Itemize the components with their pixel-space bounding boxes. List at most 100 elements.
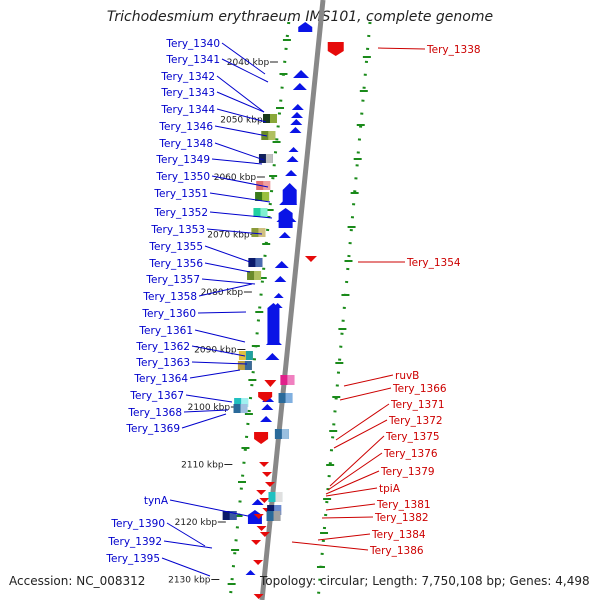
annotation-box-r3-half [275, 492, 283, 502]
left-gene-leader [189, 369, 241, 379]
left-gene-leader [204, 262, 251, 273]
reverse-gene-arrow-r3 [256, 490, 267, 495]
left-gene-label: Tery_1369 [125, 423, 180, 435]
left-gene-label: Tery_1351 [153, 188, 208, 200]
left-gene-leader [163, 540, 213, 549]
forward-gene-block-4 [298, 22, 313, 32]
left-gene-label: Tery_1346 [158, 121, 213, 133]
reverse-gene-arrow-r9 [251, 540, 262, 545]
right-gene-label: Tery_1338 [426, 44, 481, 56]
left-gene-label: Tery_1356 [148, 258, 203, 270]
right-gene-leader [377, 47, 426, 50]
left-gene-leader [211, 175, 269, 188]
left-gene-leader [214, 142, 265, 161]
scale-tick-label: 2110 kbp [181, 461, 224, 471]
forward-gene-arrow-15 [273, 293, 284, 298]
right-gene-label: Tery_1354 [406, 257, 461, 269]
right-gene-label: Tery_1375 [385, 431, 440, 443]
right-gene-leader [327, 452, 383, 491]
right-gene-leader [325, 470, 380, 495]
forward-gene-arrow-18 [265, 353, 280, 360]
reverse-gene-arrow-r6 [253, 514, 264, 519]
annotation-box-6-half [258, 228, 266, 237]
left-gene-leader [181, 413, 227, 429]
annotation-box-3-half [263, 181, 271, 190]
forward-gene-arrow-23 [245, 570, 256, 575]
reverse-gene-block-2 [258, 392, 273, 402]
forward-gene-block-3 [278, 208, 293, 228]
right-gene-label: Tery_1379 [380, 466, 435, 478]
left-gene-leader [216, 91, 265, 113]
left-gene-leader [183, 409, 229, 413]
left-gene-label: Tery_1348 [158, 138, 213, 150]
scale-tick-label: 2060 kbp [214, 173, 257, 183]
left-gene-label: Tery_1344 [160, 104, 215, 116]
annotation-box-4-half [262, 192, 270, 201]
left-gene-leader [198, 283, 253, 297]
left-gene-label: Tery_1343 [160, 87, 215, 99]
left-gene-label: Tery_1353 [150, 224, 205, 236]
left-gene-label: Tery_1350 [155, 171, 210, 183]
reverse-gene-arrow-r0 [259, 462, 270, 467]
left-gene-label: Tery_1362 [135, 341, 190, 353]
left-gene-leader [169, 499, 249, 517]
right-gene-label: Tery_1372 [388, 415, 443, 427]
forward-gene-block-5 [247, 510, 262, 524]
left-gene-label: Tery_1342 [160, 71, 215, 83]
forward-gene-arrow-13 [274, 261, 289, 268]
forward-gene-arrow-7 [286, 156, 299, 162]
left-gene-leader [161, 557, 211, 577]
annotation-box-11-half [241, 398, 249, 407]
left-gene-leader [221, 58, 269, 83]
forward-gene-arrow-8 [285, 170, 298, 176]
annotation-box-r0-half [287, 375, 295, 385]
annotation-box-r2-half [281, 429, 289, 439]
annotation-box-r5-half [273, 511, 281, 521]
forward-gene-arrow-12 [278, 232, 291, 238]
right-gene-label: Tery_1376 [383, 448, 438, 460]
annotation-box-0-half [270, 114, 278, 123]
left-gene-label: Tery_1341 [165, 54, 220, 66]
reverse-gene-arrow-2 [264, 380, 277, 387]
forward-gene-arrow-2 [291, 104, 304, 110]
left-gene-leader [206, 228, 263, 235]
left-gene-label: Tery_1361 [138, 325, 193, 337]
left-gene-label: Tery_1355 [148, 241, 203, 253]
left-gene-leader [216, 108, 267, 123]
left-gene-label: Tery_1364 [133, 373, 188, 385]
annotation-box-8-half [254, 271, 262, 280]
left-gene-label: Tery_1340 [165, 38, 220, 50]
left-gene-label: Tery_1392 [107, 536, 162, 548]
left-gene-leader [209, 192, 271, 203]
annotation-box-r4-half [274, 505, 282, 515]
left-gene-label: Tery_1390 [110, 518, 165, 530]
reverse-gene-arrow-1 [304, 256, 317, 262]
annotation-box-13-half [229, 511, 237, 520]
right-gene-label: Tery_1384 [371, 529, 426, 541]
forward-gene-arrow-6 [288, 147, 299, 152]
scale-tick-label: 2050 kbp [220, 116, 263, 126]
left-gene-leader [216, 75, 265, 113]
right-gene-leader [335, 403, 390, 441]
forward-gene-arrow-1 [292, 83, 307, 90]
reverse-gene-arrow-r7 [256, 526, 267, 531]
left-gene-leader [166, 522, 206, 547]
reverse-gene-block-3 [254, 432, 269, 444]
left-gene-leader [197, 311, 247, 314]
left-gene-leader [191, 361, 248, 365]
left-gene-label: Tery_1358 [142, 291, 197, 303]
reverse-gene-block-1 [327, 42, 344, 56]
forward-gene-block-2 [282, 185, 297, 205]
guide-line-right [316, 21, 372, 599]
reverse-gene-arrow-r4 [259, 498, 270, 503]
right-gene-leader [343, 374, 394, 387]
right-gene-label: Tery_1382 [374, 512, 429, 524]
scale-tick-label: 2080 kbp [201, 288, 244, 298]
annotation-box-5-half [260, 208, 268, 217]
scale-tick-label: 2040 kbp [227, 58, 270, 68]
forward-gene-arrow-5 [289, 127, 302, 133]
topology-label: Topology: circular; Length: 7,750,108 bp… [260, 574, 590, 588]
guide-line-left [228, 21, 291, 599]
left-gene-leader [204, 245, 251, 263]
